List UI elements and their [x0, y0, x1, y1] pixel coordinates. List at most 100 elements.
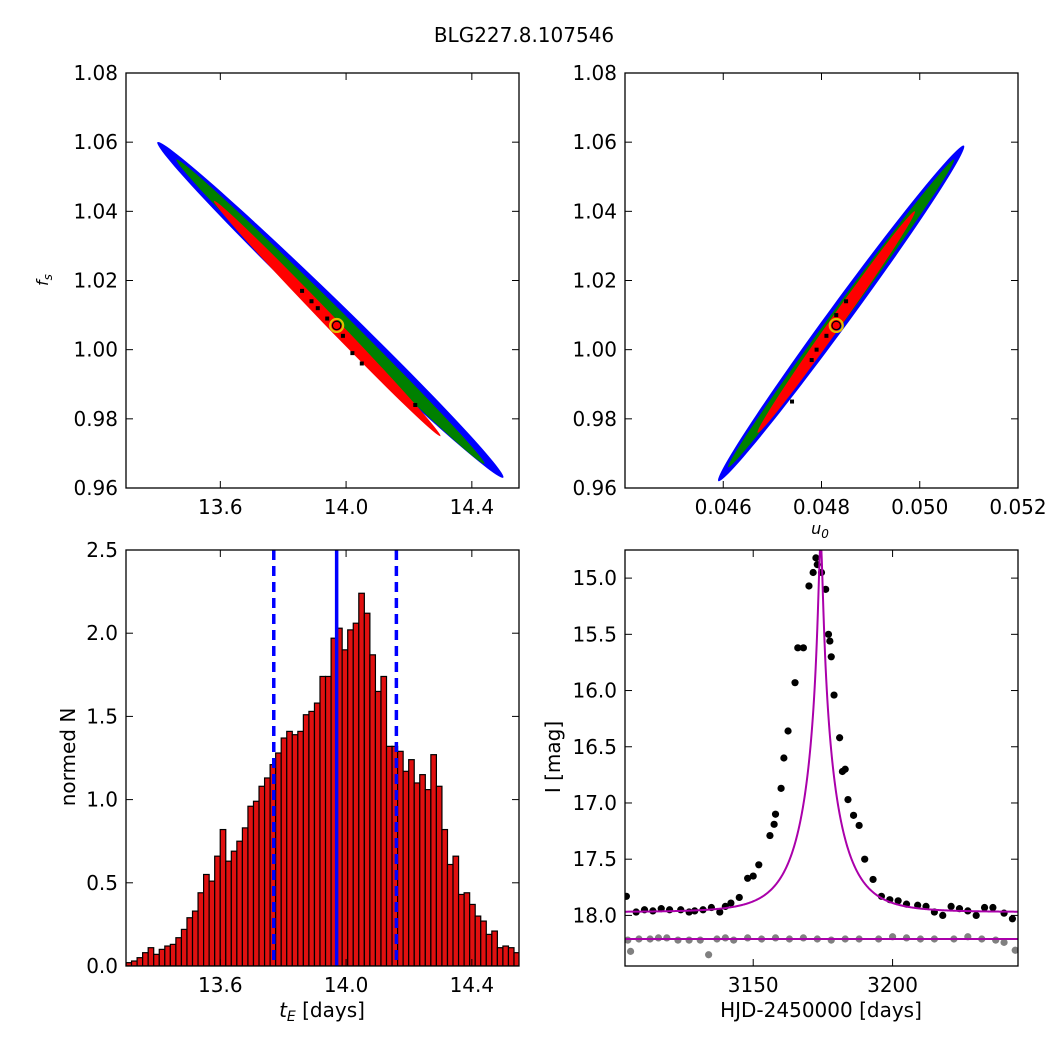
hist-bar: [452, 855, 460, 966]
data-point: [784, 727, 792, 735]
panel-br-axes: 3150 3200 15.0 15.5 16.0 16.5 17.0 17.5 18.0: [572, 550, 1018, 997]
hist-bar: [491, 930, 498, 966]
data-point-gray: [626, 947, 635, 955]
data-point: [827, 653, 835, 661]
y-tick-label: 0.0: [86, 954, 118, 978]
data-point: [625, 892, 630, 900]
hist-bar: [397, 750, 404, 966]
panel-bl-ylabel: normed N: [56, 708, 80, 807]
hist-bar: [186, 917, 194, 966]
y-tick-label: 15.0: [572, 566, 617, 590]
hist-bar: [525, 959, 531, 966]
y-tick-label: 1.00: [572, 338, 617, 362]
hist-bar: [402, 770, 410, 966]
data-point: [830, 691, 838, 699]
x-tick-label: 3200: [867, 973, 918, 997]
data-point: [824, 630, 833, 638]
y-tick-label: 1.08: [572, 61, 617, 85]
hist-bar: [297, 730, 304, 966]
data-point: [849, 811, 858, 819]
data-point-gray: [730, 936, 738, 944]
y-tick-label: 1.06: [73, 130, 118, 154]
hist-bar: [463, 892, 471, 966]
hist-bar: [136, 957, 144, 966]
y-tick-label: 2.5: [86, 538, 118, 562]
x-tick-label: 14.0: [324, 973, 369, 997]
panel-br-ylabel: I [mag]: [541, 721, 565, 793]
panel-bl-xlabel-units: [days]: [296, 998, 365, 1022]
hist-bar: [153, 953, 160, 966]
data-point: [805, 582, 813, 590]
panel-tr-xlabel: u0: [811, 519, 829, 541]
sample-point: [340, 333, 345, 338]
data-point-gray: [992, 936, 1000, 944]
hist-bar: [280, 737, 288, 966]
sample-point: [309, 299, 314, 304]
hist-bar: [358, 592, 365, 966]
hist-bar: [435, 785, 443, 966]
y-tick-label: 0.98: [572, 407, 617, 431]
x-tick-label: 13.6: [198, 495, 243, 519]
y-tick-label: 1.08: [73, 61, 118, 85]
panel-bl-xlabel-t: t: [279, 998, 288, 1022]
data-point: [947, 902, 955, 911]
data-point-gray: [674, 936, 682, 944]
data-point-gray: [827, 936, 835, 944]
sample-point: [413, 403, 418, 407]
data-point-gray: [771, 934, 780, 942]
data-point: [735, 893, 743, 902]
hist-bar: [324, 675, 332, 966]
data-point: [861, 855, 869, 863]
data-point: [844, 796, 852, 804]
data-point-gray: [1011, 946, 1018, 954]
hist-bar: [203, 873, 210, 966]
x-tick-label: 14.0: [324, 495, 369, 519]
hist-bar: [385, 745, 393, 966]
data-point: [822, 585, 830, 593]
hist-bar: [496, 947, 504, 966]
data-point-gray: [799, 934, 807, 942]
data-point: [791, 679, 799, 687]
y-tick-label: 1.02: [572, 269, 617, 293]
hist-bar: [147, 947, 155, 966]
hist-bar: [313, 702, 321, 966]
hist-bar: [169, 943, 177, 966]
y-tick-label: 0.96: [73, 476, 118, 500]
data-point-gray: [1000, 938, 1008, 946]
data-point-gray: [685, 936, 693, 944]
hist-bar: [252, 800, 260, 966]
panel-tr-fs-vs-u0: 0.046 0.048 0.050 0.052 0.96 0.98 1.00 1.02 1.04…: [572, 61, 1046, 541]
hist-bar: [408, 759, 415, 966]
panel-bl-xlabel: tE [days]: [279, 998, 365, 1025]
hist-bar: [130, 960, 138, 966]
hist-bar: [286, 730, 293, 966]
data-point-gray: [721, 934, 729, 942]
y-tick-label: 1.02: [73, 269, 118, 293]
x-tick-label: 0.052: [989, 495, 1046, 519]
data-point: [755, 861, 763, 869]
x-tick-label: 3150: [728, 973, 779, 997]
y-tick-label: 0.98: [73, 407, 118, 431]
hist-bar: [275, 752, 282, 966]
hist-bar: [214, 855, 221, 966]
data-point: [939, 911, 947, 920]
hist-bar: [424, 789, 432, 966]
y-tick-label: 1.0: [86, 788, 118, 812]
hist-bar: [446, 863, 454, 966]
hist-bar: [341, 649, 349, 966]
panel-br-plot-area: [625, 550, 1018, 959]
data-point: [809, 568, 817, 577]
data-point-gray: [705, 951, 713, 959]
x-tick-label: 14.4: [450, 495, 495, 519]
hist-bar: [208, 880, 216, 966]
y-tick-label: 0.96: [572, 476, 617, 500]
panel-tr-xlabel-sub: 0: [821, 527, 829, 541]
hist-bar: [518, 955, 519, 966]
hist-bar: [230, 850, 238, 966]
panel-bl-histogram: 13.6 14.0 14.4 0.0 0.5 1.0 1.5 2.0 2.5 tE [days]…: [56, 538, 531, 1025]
panel-tr-axes: 0.046 0.048 0.050 0.052 0.96 0.98 1.00 1.02 1.04…: [572, 61, 1046, 519]
panel-bl-plot-area: [126, 550, 531, 966]
data-point: [794, 644, 802, 652]
panel-tl-ylabel: fs: [33, 274, 55, 286]
hist-bar: [502, 945, 510, 966]
